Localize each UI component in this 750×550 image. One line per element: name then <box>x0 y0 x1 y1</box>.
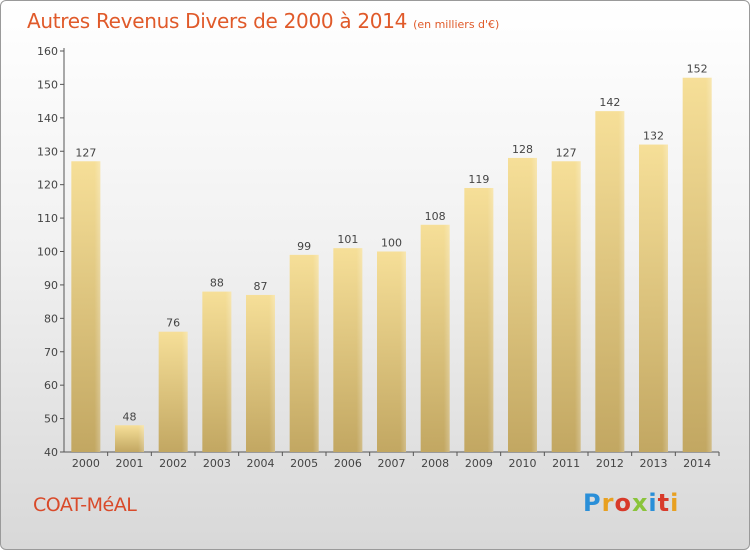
x-tick-label-2012: 2012 <box>596 457 624 470</box>
chart-header: Autres Revenus Divers de 2000 à 2014 (en … <box>27 9 499 33</box>
y-tick-label: 100 <box>37 246 58 259</box>
x-tick-label-2002: 2002 <box>159 457 187 470</box>
data-label-2005: 99 <box>297 240 311 253</box>
bar-highlight-2005 <box>289 254 319 452</box>
bar-highlight-2009 <box>464 188 494 452</box>
data-label-2010: 128 <box>512 143 533 156</box>
x-tick-label-2011: 2011 <box>552 457 580 470</box>
x-tick-label-2014: 2014 <box>683 457 711 470</box>
data-label-2000: 127 <box>75 146 96 159</box>
bar-highlight-2012 <box>595 111 625 453</box>
data-labels: 127 48 76 88 87 99 101 100 108 119 128 127 142 132 152 <box>75 63 707 424</box>
x-tick-label-2007: 2007 <box>378 457 406 470</box>
y-tick-label: 50 <box>44 413 58 426</box>
y-tick-label: 80 <box>44 312 58 325</box>
bar-highlight-2014 <box>682 77 712 452</box>
chart-subtitle: (en milliers d'€) <box>413 18 500 31</box>
data-label-2011: 127 <box>556 146 577 159</box>
logo-letter: o <box>614 489 632 517</box>
x-tick-label-2013: 2013 <box>640 457 668 470</box>
bar-highlight-2001 <box>115 425 144 452</box>
data-label-2001: 48 <box>123 410 137 423</box>
logo-letter: P <box>583 489 602 517</box>
data-label-2002: 76 <box>166 317 180 330</box>
y-tick-label: 140 <box>37 112 58 125</box>
y-tick-label: 60 <box>44 379 58 392</box>
y-tick-label: 150 <box>37 78 58 91</box>
y-tick-label: 40 <box>44 446 58 459</box>
data-label-2004: 87 <box>254 280 268 293</box>
bar-highlight-2006 <box>333 248 363 452</box>
bar-highlight-2007 <box>377 251 406 452</box>
x-tick-label-2003: 2003 <box>203 457 231 470</box>
y-axis: 40 50 60 70 80 90 100 110 120 130 140 150 160 <box>37 45 65 459</box>
x-tick-label-2006: 2006 <box>334 457 362 470</box>
logo-letter: r <box>601 489 615 517</box>
bar-highlight-2004 <box>246 294 275 452</box>
chart-title: Autres Revenus Divers de 2000 à 2014 <box>27 9 408 33</box>
bar-highlight-2008 <box>420 224 450 452</box>
logo-letter: i <box>648 489 658 517</box>
logo-letter: t <box>657 489 671 517</box>
logo-letter: x <box>631 489 649 517</box>
data-label-2007: 100 <box>381 237 402 250</box>
x-tick-label-2005: 2005 <box>290 457 318 470</box>
x-tick-label-2004: 2004 <box>247 457 275 470</box>
bar-highlight-2003 <box>202 291 232 452</box>
x-tick-label-2008: 2008 <box>421 457 449 470</box>
x-tick-label-2009: 2009 <box>465 457 493 470</box>
data-label-2014: 152 <box>687 63 708 76</box>
bar-highlight-2010 <box>508 157 537 452</box>
data-label-2013: 132 <box>643 130 664 143</box>
x-tick-label-2001: 2001 <box>116 457 144 470</box>
y-tick-label: 70 <box>44 346 58 359</box>
y-tick-label: 110 <box>37 212 58 225</box>
logo-letter: i <box>670 489 680 517</box>
bar-highlight-2000 <box>71 161 101 452</box>
y-tick-label: 90 <box>44 279 58 292</box>
data-label-2012: 142 <box>599 96 620 109</box>
bar-highlight-2013 <box>639 144 668 453</box>
commune-name: COAT-MéAL <box>33 494 137 516</box>
data-label-2008: 108 <box>425 210 446 223</box>
y-tick-label: 130 <box>37 145 58 158</box>
x-axis: 2000 2001 2002 2003 2004 2005 2006 2007 2008 2009… <box>64 451 720 470</box>
y-tick-label: 160 <box>37 45 58 58</box>
y-tick-label: 120 <box>37 179 58 192</box>
bar-highlight-2002 <box>158 331 188 452</box>
bar-highlight-2011 <box>551 161 581 452</box>
bars <box>71 77 712 453</box>
data-label-2006: 101 <box>337 233 358 246</box>
x-tick-label-2010: 2010 <box>509 457 537 470</box>
proxiti-logo: Proxiti <box>583 489 679 517</box>
x-tick-label-2000: 2000 <box>72 457 100 470</box>
data-label-2003: 88 <box>210 277 224 290</box>
data-label-2009: 119 <box>468 173 489 186</box>
